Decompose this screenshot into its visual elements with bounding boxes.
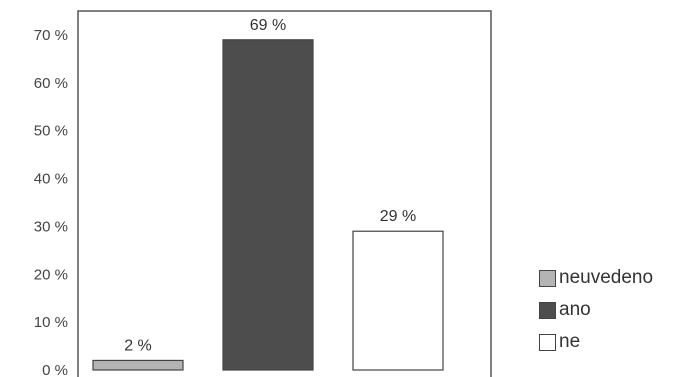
legend-item-neuvedeno: neuvedeno [539,262,653,294]
legend-label: neuvedeno [559,267,654,288]
legend-label: ne [559,331,581,352]
legend: neuvedeno ano ne [539,262,653,358]
data-label-ano: 69 % [250,17,286,34]
y-tick-label: 20 % [34,266,68,283]
legend-swatch [539,333,556,351]
bar-ano [222,39,314,371]
legend-swatch [539,269,556,287]
y-tick-label: 60 % [34,75,68,92]
bar-ne [352,230,444,371]
bar-neuvedeno [92,359,184,371]
data-labels: 2 % 69 % 29 % [124,17,416,354]
data-label-neuvedeno: 2 % [124,337,152,354]
y-tick-label: 0 % [42,362,68,377]
legend-label: ano [559,299,591,320]
y-tick-label: 40 % [34,171,68,188]
y-tick-label: 50 % [34,123,68,140]
y-tick-label: 10 % [34,314,68,331]
bars [92,39,444,371]
legend-item-ano: ano [539,294,653,326]
data-label-ne: 29 % [380,208,416,225]
y-tick-label: 30 % [34,218,68,235]
legend-item-ne: ne [539,326,653,358]
y-tick-label: 70 % [34,27,68,44]
y-axis-ticks: 0 % 10 % 20 % 30 % 40 % 50 % 60 % 70 % [34,27,68,377]
legend-swatch [539,301,556,319]
